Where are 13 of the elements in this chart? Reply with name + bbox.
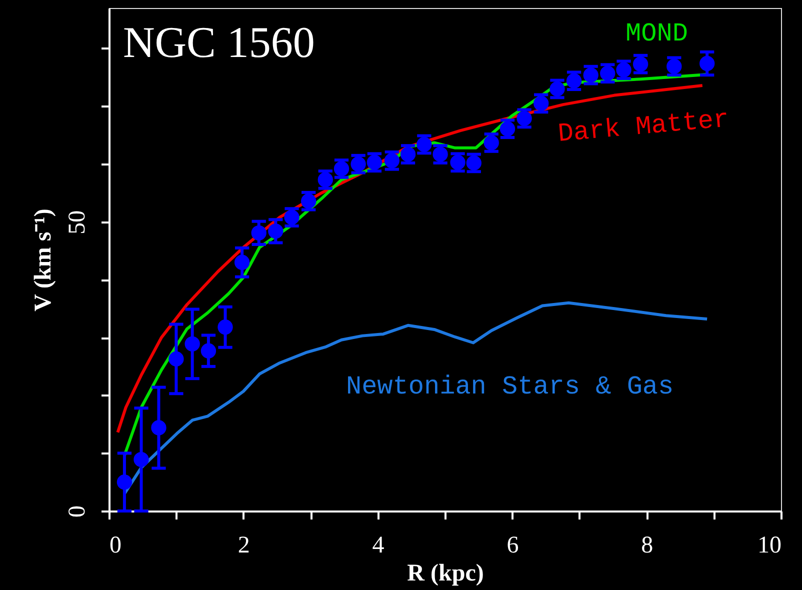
series-label: MOND: [626, 18, 688, 48]
x-tick-label: 10: [758, 532, 782, 558]
x-tick-label: 2: [238, 532, 250, 558]
chart-title: NGC 1560: [123, 18, 315, 67]
series-label: Dark Matter: [556, 104, 730, 150]
x-tick-label: 6: [506, 532, 519, 558]
y-tick-label: 50: [64, 210, 90, 234]
x-tick-label: 0: [110, 532, 122, 558]
y-axis-title: V (km s⁻¹): [30, 208, 56, 312]
x-tick-label: 4: [372, 532, 384, 558]
series-label: Newtonian Stars & Gas: [346, 371, 674, 402]
x-axis-title: R (kpc): [407, 560, 484, 586]
x-tick-label: 8: [641, 532, 654, 558]
